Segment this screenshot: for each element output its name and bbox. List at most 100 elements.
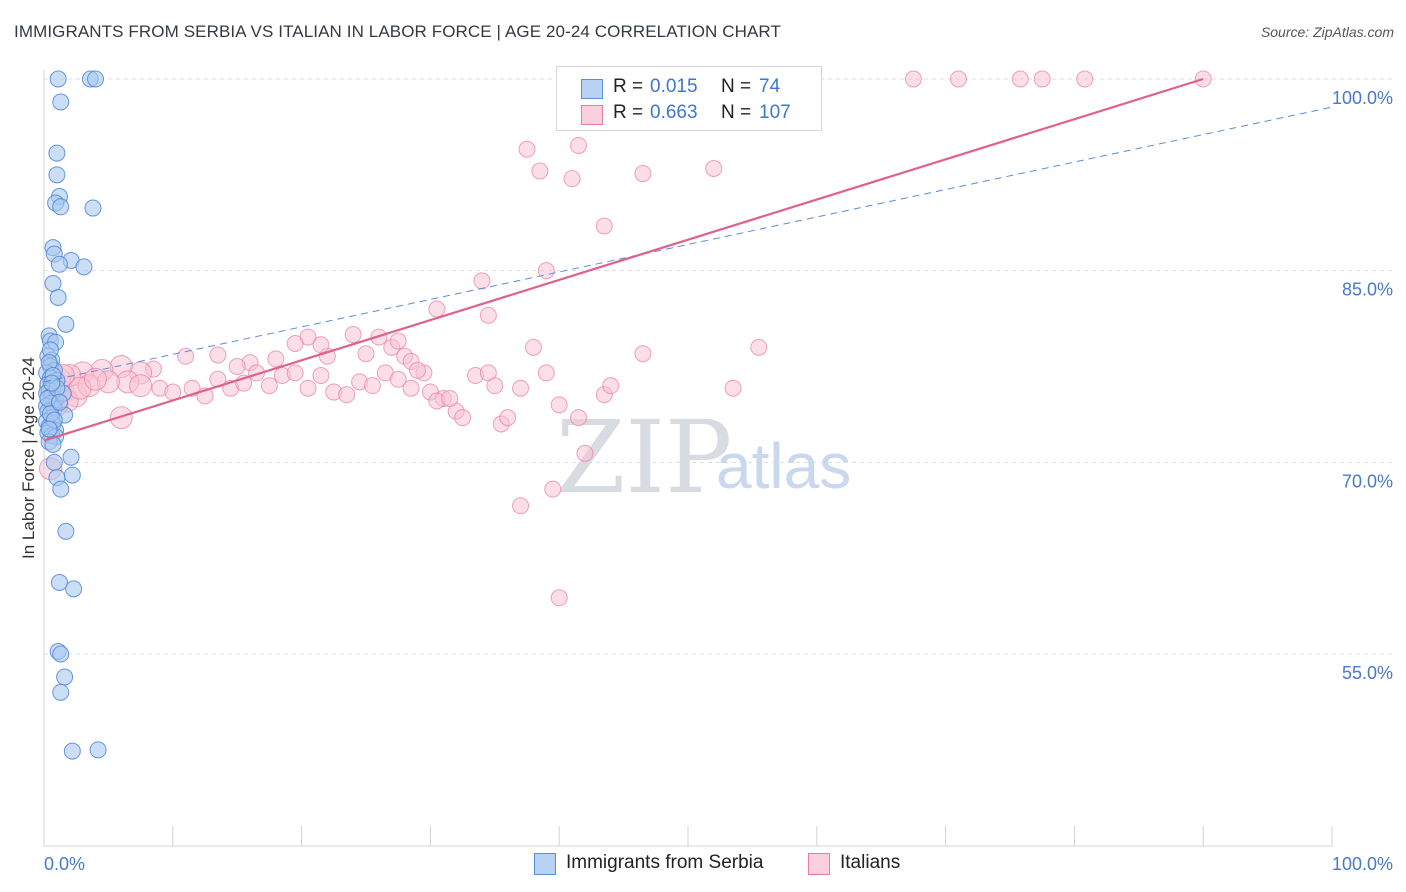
- italian-point: [563, 170, 581, 188]
- italian-point: [518, 140, 536, 158]
- italian-point: [512, 497, 530, 515]
- italian-point: [177, 347, 195, 365]
- y-axis-label: In Labor Force | Age 20-24: [19, 357, 38, 559]
- italian-point: [454, 409, 472, 427]
- italian-point: [576, 444, 594, 462]
- legend-r-value: 0.015: [650, 76, 698, 97]
- y-tick-label: 70.0%: [1342, 471, 1393, 491]
- italian-point: [299, 379, 317, 397]
- y-tick-label: 100.0%: [1332, 88, 1393, 108]
- italian-point: [409, 361, 427, 379]
- italian-point: [499, 409, 517, 427]
- italian-point: [1033, 70, 1051, 88]
- serbia-point: [56, 668, 74, 686]
- italian-point: [524, 338, 542, 356]
- serbia-point: [49, 70, 67, 88]
- chart-source: Source: ZipAtlas.com: [1260, 24, 1394, 40]
- serbia-point: [50, 393, 68, 411]
- series-legend: Immigrants from Serbia Italians: [0, 852, 1406, 878]
- correlation-legend: R = 0.015 N = 74 R = 0.663 N = 107: [556, 66, 822, 131]
- serbia-point: [52, 683, 70, 701]
- watermark-atlas: atlas: [716, 430, 851, 502]
- serbia-point: [52, 198, 70, 216]
- italian-point: [312, 366, 330, 384]
- italian-point: [634, 345, 652, 363]
- italian-point: [389, 370, 407, 388]
- italian-point: [312, 336, 330, 354]
- serbia-point: [89, 741, 107, 759]
- serbia-point: [84, 199, 102, 217]
- legend-r-value: 0.663: [650, 102, 698, 123]
- italian-point: [344, 326, 362, 344]
- x-tick-labels: 0.0% 100.0%: [44, 854, 1393, 874]
- italian-point: [531, 162, 549, 180]
- italian-point: [904, 70, 922, 88]
- serbia-point: [45, 453, 63, 471]
- italian-points: [38, 70, 1212, 607]
- serbia-point: [40, 420, 58, 438]
- italian-point: [338, 386, 356, 404]
- italian-point: [570, 409, 588, 427]
- legend-n-value: 107: [759, 102, 791, 123]
- serbia-point: [57, 522, 75, 540]
- italian-point: [544, 480, 562, 498]
- italian-point: [486, 377, 504, 395]
- serbia-point: [62, 448, 80, 466]
- y-tick-label: 55.0%: [1342, 663, 1393, 683]
- italian-point: [357, 345, 375, 363]
- legend-swatch-serbia: [581, 79, 603, 99]
- italian-point: [750, 338, 768, 356]
- italian-point: [595, 217, 613, 235]
- italian-point: [129, 374, 153, 398]
- serbia-point: [52, 480, 70, 498]
- italian-point: [286, 364, 304, 382]
- serbia-point: [48, 166, 66, 184]
- legend-n-label: N =: [721, 102, 752, 123]
- italian-point: [473, 272, 491, 290]
- italian-point: [602, 377, 620, 395]
- italian-point: [441, 389, 459, 407]
- watermark: ZIP atlas: [556, 399, 851, 516]
- legend-n-label: N =: [721, 76, 752, 97]
- serbia-points: [38, 70, 107, 760]
- legend-label-italians: Italians: [840, 852, 901, 873]
- italian-point: [634, 165, 652, 183]
- italian-point: [209, 346, 227, 364]
- serbia-point: [75, 258, 93, 276]
- italian-point: [537, 262, 555, 280]
- italian-point: [512, 379, 530, 397]
- serbia-point: [52, 645, 70, 663]
- italian-point: [84, 367, 108, 391]
- italian-point: [570, 136, 588, 154]
- italian-point: [267, 350, 285, 368]
- legend-swatch-italians: [581, 105, 603, 125]
- legend-r-label: R =: [613, 76, 644, 97]
- serbia-point: [65, 580, 83, 598]
- italian-point: [402, 379, 420, 397]
- italian-point: [389, 332, 407, 350]
- y-tick-label: 85.0%: [1342, 280, 1393, 300]
- italian-point: [428, 300, 446, 318]
- x-tick-label: 0.0%: [44, 854, 85, 874]
- trend-lines: [43, 77, 1333, 442]
- legend-swatch-italians: [808, 853, 830, 875]
- axes: [43, 70, 1333, 847]
- x-tick-label: 100.0%: [1332, 854, 1393, 874]
- italian-point: [705, 159, 723, 177]
- serbia-point: [48, 144, 66, 162]
- serbia-point: [43, 374, 61, 392]
- italian-point: [286, 335, 304, 352]
- serbia-point: [87, 70, 105, 88]
- legend-swatch-serbia: [534, 853, 556, 875]
- italian-point: [228, 358, 246, 375]
- legend-label-serbia: Immigrants from Serbia: [566, 852, 764, 873]
- italian-point: [550, 589, 568, 607]
- serbia-point: [63, 466, 81, 484]
- serbia-point: [50, 573, 68, 591]
- y-tick-labels: 100.0% 85.0% 70.0% 55.0%: [1332, 88, 1393, 683]
- legend-n-value: 74: [759, 76, 781, 97]
- legend-r-label: R =: [613, 102, 644, 123]
- italian-point: [479, 306, 497, 324]
- italian-point: [537, 364, 555, 382]
- serbia-point: [49, 289, 67, 306]
